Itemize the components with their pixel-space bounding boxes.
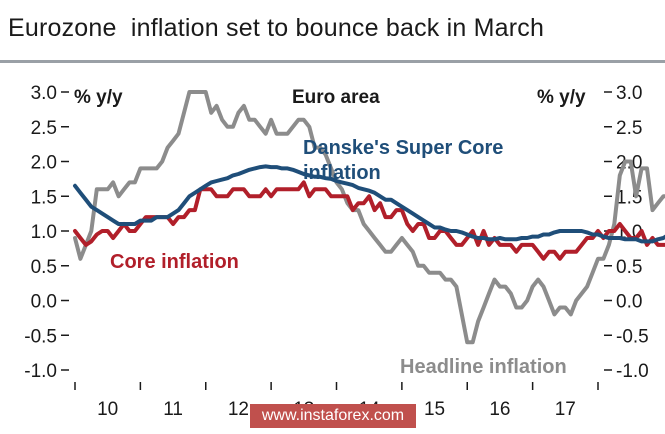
x-tick-label: 10 <box>97 399 118 420</box>
series-label-super-core: Danske's Super Core inflation <box>303 137 503 184</box>
x-tick-label: 16 <box>489 399 510 420</box>
y-tick-left: 1.0 <box>31 222 57 243</box>
labels: % y/y % y/y Euro area Danske's Super Core in… <box>74 87 586 378</box>
y-tick-left: 2.5 <box>31 118 57 139</box>
x-tick-label: 12 <box>228 399 249 420</box>
series-label-headline: Headline inflation <box>400 356 567 378</box>
y-tick-left: 1.5 <box>31 187 57 208</box>
y-tick-left: -0.5 <box>24 326 57 347</box>
title-divider <box>0 60 665 63</box>
y-tick-right: 0.5 <box>616 257 642 278</box>
series-label-core: Core inflation <box>110 251 239 273</box>
x-tick-label: 15 <box>424 399 445 420</box>
y-tick-right: 0.0 <box>616 292 642 313</box>
series-line-core-inflation <box>73 180 665 261</box>
chart-title: Eurozone inflation set to bounce back in… <box>8 14 545 42</box>
series-line-danske-s-super-core-inflation <box>73 164 665 244</box>
x-tick-label: 11 <box>163 399 183 420</box>
y-tick-right: 2.5 <box>616 118 642 139</box>
y-tick-left: -1.0 <box>24 361 57 382</box>
x-tick-label: 17 <box>555 399 576 420</box>
y-tick-left: 3.0 <box>31 83 57 104</box>
series-lines <box>73 90 665 345</box>
y-unit-left: % y/y <box>74 87 123 108</box>
y-tick-left: 0.5 <box>31 257 57 278</box>
series-line-headline-inflation <box>73 90 665 345</box>
area-label: Euro area <box>292 87 380 108</box>
y-unit-right: % y/y <box>537 87 586 108</box>
y-tick-right: -1.0 <box>616 361 649 382</box>
y-tick-right: 3.0 <box>616 83 642 104</box>
y-tick-left: 0.0 <box>31 292 57 313</box>
watermark-banner[interactable]: www.instaforex.com <box>250 404 416 428</box>
y-tick-left: 2.0 <box>31 153 57 174</box>
y-tick-right: -0.5 <box>616 326 649 347</box>
